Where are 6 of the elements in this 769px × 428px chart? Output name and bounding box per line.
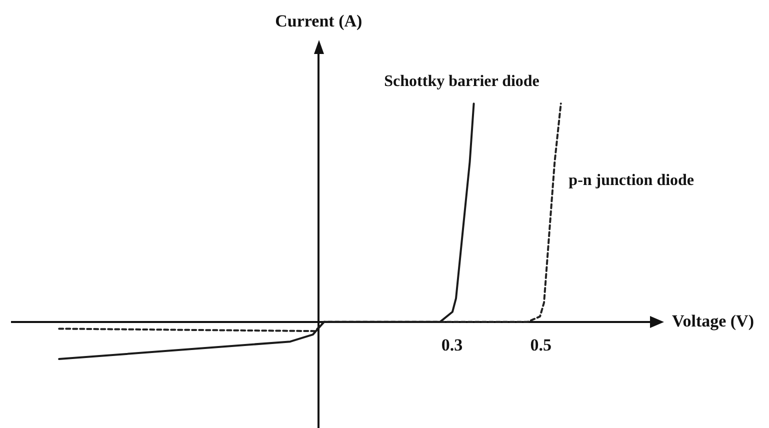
x-tick-label: 0.5 bbox=[530, 336, 552, 355]
x-tick-label: 0.3 bbox=[441, 336, 463, 355]
series-label: Schottky barrier diode bbox=[384, 72, 540, 90]
y-axis-title: Current (A) bbox=[275, 11, 362, 30]
series-label: p-n junction diode bbox=[568, 172, 694, 190]
x-axis-title: Voltage (V) bbox=[672, 311, 754, 330]
